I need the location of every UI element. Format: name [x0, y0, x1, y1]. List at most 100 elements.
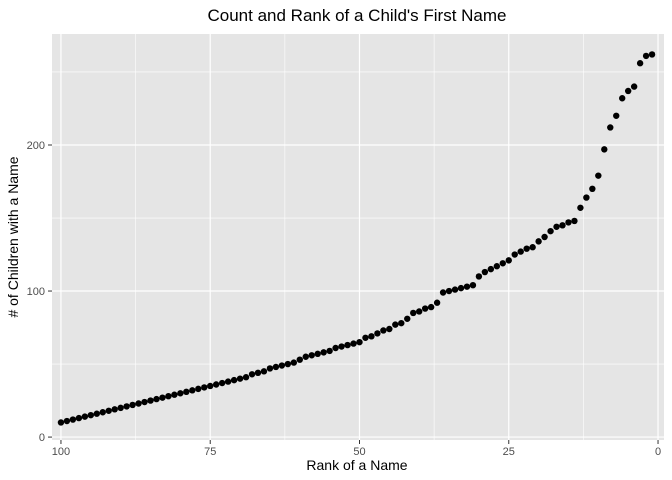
- data-point: [529, 244, 536, 251]
- data-point: [547, 227, 554, 235]
- data-point: [535, 238, 542, 245]
- data-point: [332, 344, 339, 352]
- x-tick-label: 50: [353, 446, 365, 458]
- data-point: [201, 384, 208, 391]
- data-points: [57, 51, 656, 426]
- data-point: [338, 343, 345, 350]
- data-point: [595, 172, 602, 179]
- data-point: [350, 340, 357, 347]
- data-point: [386, 325, 393, 333]
- x-axis-ticks: 100 75 50 25 0: [52, 440, 661, 458]
- data-point: [123, 403, 130, 410]
- data-point: [445, 287, 453, 295]
- plot-panel: [52, 34, 664, 440]
- data-point: [457, 284, 465, 292]
- data-point: [356, 338, 363, 346]
- y-axis-ticks: 0 100 200: [27, 140, 52, 444]
- data-point: [439, 289, 447, 296]
- data-point: [368, 333, 375, 340]
- data-point: [505, 257, 512, 264]
- data-point: [212, 381, 220, 388]
- data-point: [398, 319, 405, 327]
- x-axis-title: Rank of a Name: [306, 457, 407, 473]
- data-point: [302, 353, 309, 360]
- data-point: [481, 268, 489, 276]
- data-point: [511, 251, 518, 258]
- y-tick-label: 100: [27, 286, 45, 298]
- data-point: [177, 390, 184, 397]
- data-point: [159, 394, 166, 401]
- data-point: [577, 204, 584, 211]
- data-point: [475, 273, 483, 280]
- data-point: [129, 401, 136, 409]
- data-point: [165, 392, 172, 400]
- data-point: [57, 419, 65, 426]
- data-point: [433, 299, 441, 306]
- data-point: [553, 223, 560, 230]
- data-point: [314, 350, 321, 358]
- data-point: [469, 281, 477, 289]
- data-point: [189, 387, 196, 394]
- data-point: [404, 315, 411, 322]
- data-point: [636, 60, 644, 67]
- x-tick-label: 25: [503, 446, 515, 458]
- x-tick-label: 0: [655, 446, 661, 458]
- data-point: [278, 362, 286, 369]
- data-point: [284, 360, 292, 368]
- data-point: [648, 51, 656, 58]
- data-point: [523, 245, 530, 252]
- grid-major-lines: [52, 34, 664, 440]
- data-point: [613, 112, 620, 119]
- data-point: [308, 352, 315, 359]
- data-point: [601, 146, 608, 153]
- data-point: [87, 411, 95, 419]
- data-point: [630, 83, 638, 90]
- data-point: [559, 222, 566, 229]
- data-point: [260, 368, 268, 375]
- data-point: [451, 286, 459, 293]
- data-point: [380, 327, 387, 334]
- x-tick-label: 100: [52, 446, 70, 458]
- data-point: [171, 391, 178, 398]
- data-point: [362, 334, 369, 341]
- data-point: [93, 410, 100, 417]
- data-point: [583, 194, 590, 201]
- data-point: [487, 265, 495, 273]
- data-point: [427, 303, 435, 311]
- data-point: [541, 233, 548, 241]
- data-point: [242, 374, 250, 381]
- data-point: [463, 283, 471, 290]
- data-point: [416, 308, 423, 315]
- data-point: [81, 413, 89, 420]
- data-point: [224, 378, 232, 385]
- data-point: [589, 185, 596, 193]
- data-point: [392, 321, 399, 328]
- data-point: [218, 379, 226, 387]
- data-point: [230, 376, 238, 384]
- y-tick-label: 0: [39, 432, 45, 444]
- data-point: [195, 385, 202, 393]
- data-point: [207, 382, 214, 390]
- data-point: [147, 397, 154, 404]
- data-point: [248, 371, 256, 378]
- data-point: [290, 359, 298, 366]
- data-point: [111, 406, 118, 413]
- grid-minor-lines: [52, 34, 664, 440]
- data-point: [183, 388, 190, 396]
- data-point: [135, 400, 142, 407]
- data-point: [272, 363, 280, 371]
- data-point: [410, 309, 417, 317]
- data-point: [619, 95, 626, 102]
- y-axis-title: # of Children with a Name: [5, 156, 21, 317]
- y-tick-label: 200: [27, 140, 45, 152]
- data-point: [75, 414, 83, 422]
- data-point: [565, 219, 572, 226]
- data-point: [320, 349, 327, 356]
- data-point: [607, 124, 614, 131]
- data-point: [571, 217, 578, 225]
- data-point: [266, 365, 274, 372]
- data-point: [236, 375, 244, 382]
- data-point: [296, 356, 303, 363]
- data-point: [374, 330, 381, 337]
